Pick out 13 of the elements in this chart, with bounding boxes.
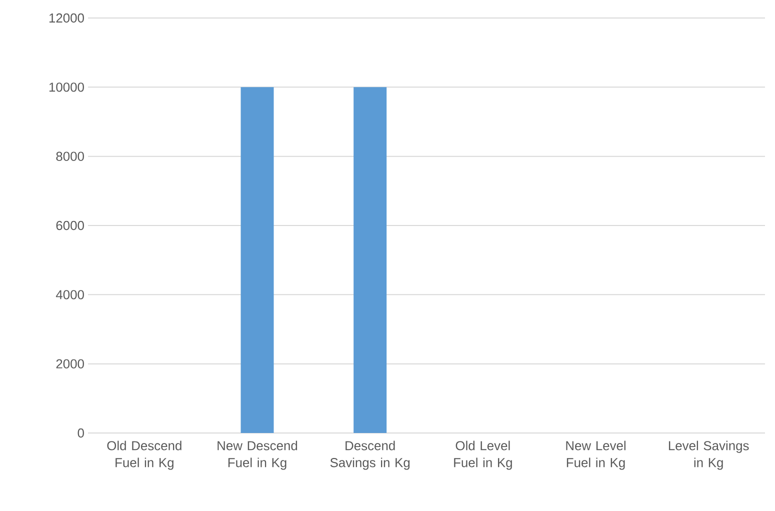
y-tick-label: 12000 xyxy=(49,13,84,23)
y-tick-label: 4000 xyxy=(56,290,84,300)
x-tick-label: Level Savings in Kg xyxy=(668,440,749,470)
x-tick-label: Old Level Fuel in Kg xyxy=(454,440,512,470)
x-tick-label: Descend Savings in Kg xyxy=(330,440,410,470)
x-tick-label: New Level Fuel in Kg xyxy=(566,440,626,470)
x-tick-label: Old Descend Fuel in Kg xyxy=(107,440,182,470)
y-tick-label: 6000 xyxy=(56,220,84,230)
y-tick-label: 2000 xyxy=(56,359,84,368)
x-tick-label: New Descend Fuel in Kg xyxy=(218,440,298,470)
y-tick-label: 8000 xyxy=(56,152,84,161)
y-tick-label: 0 xyxy=(78,428,84,438)
y-tick-label: 10000 xyxy=(49,82,84,92)
